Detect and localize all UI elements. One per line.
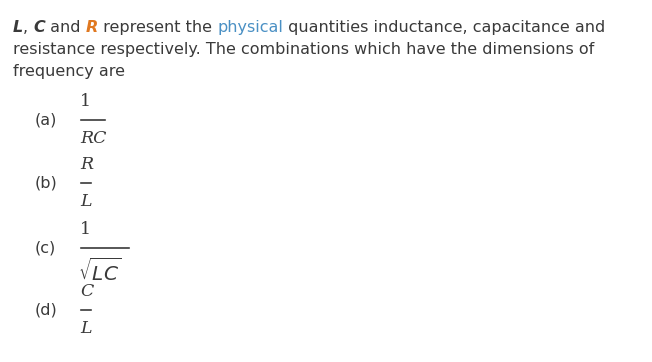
Text: ,: , (23, 20, 33, 35)
Text: (c): (c) (35, 240, 56, 256)
Text: $\sqrt{LC}$: $\sqrt{LC}$ (78, 258, 122, 285)
Text: and: and (45, 20, 86, 35)
Text: C: C (80, 283, 93, 300)
Text: 1: 1 (80, 221, 91, 238)
Text: R: R (80, 156, 93, 173)
Text: resistance respectively. The combinations which have the dimensions of: resistance respectively. The combination… (13, 42, 594, 57)
Text: represent the: represent the (98, 20, 217, 35)
Text: (b): (b) (35, 176, 58, 190)
Text: 1: 1 (80, 93, 91, 110)
Text: (a): (a) (35, 113, 57, 127)
Text: L: L (80, 193, 91, 210)
Text: L: L (80, 320, 91, 337)
Text: physical: physical (217, 20, 283, 35)
Text: (d): (d) (35, 303, 58, 317)
Text: quantities inductance, capacitance and: quantities inductance, capacitance and (283, 20, 606, 35)
Text: L: L (13, 20, 23, 35)
Text: RC: RC (80, 130, 106, 147)
Text: R: R (86, 20, 98, 35)
Text: frequency are: frequency are (13, 64, 125, 79)
Text: C: C (33, 20, 45, 35)
